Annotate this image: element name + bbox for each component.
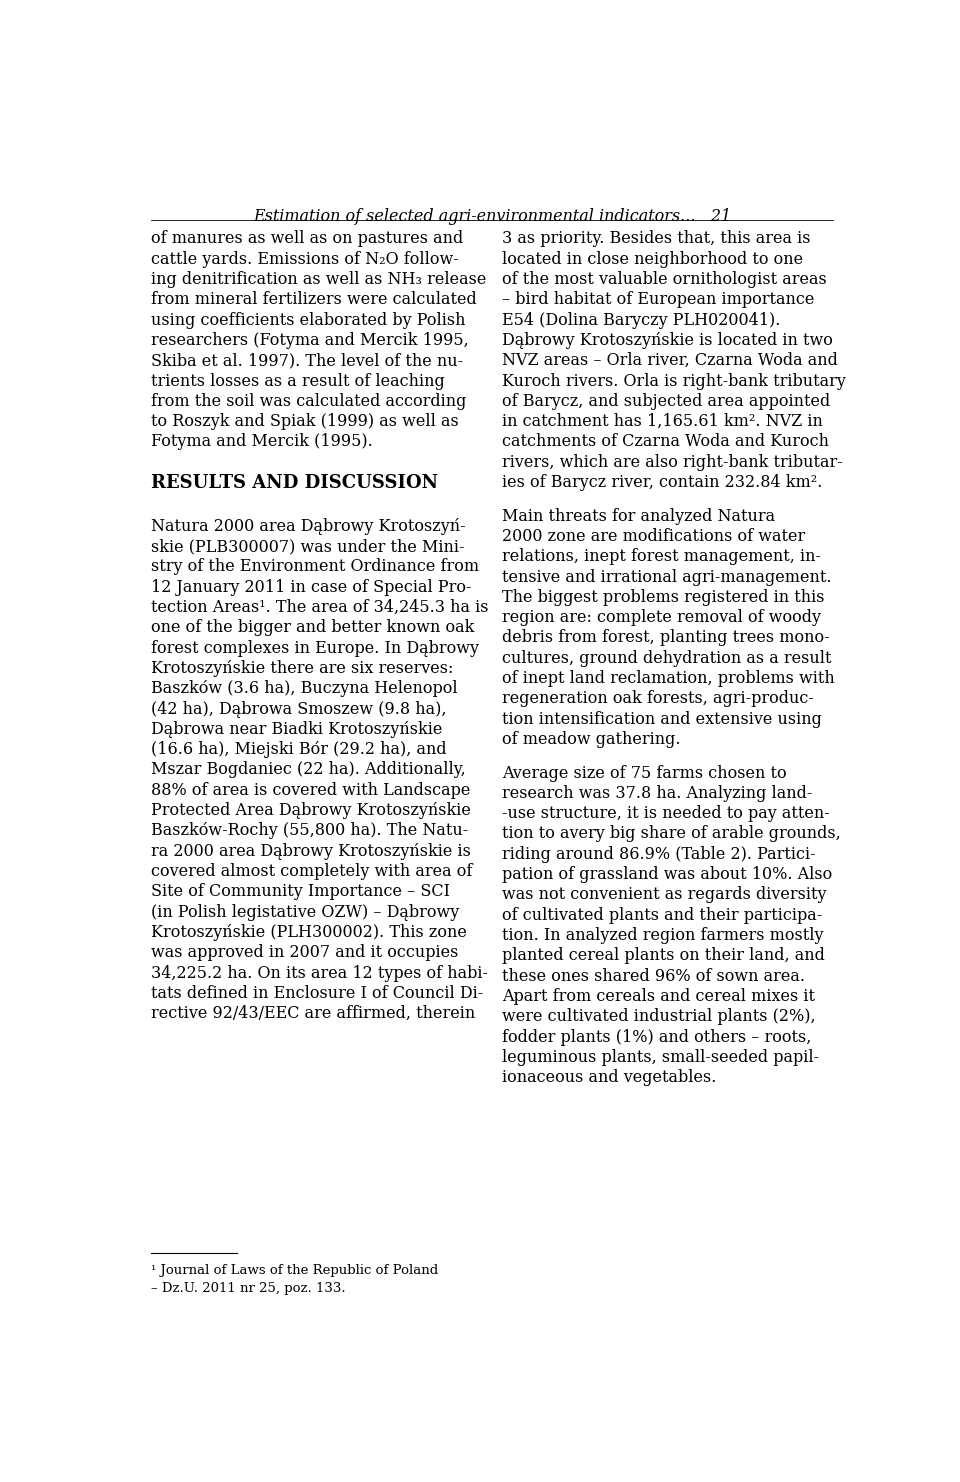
Text: fodder plants (1%) and others – roots,: fodder plants (1%) and others – roots, xyxy=(502,1029,812,1046)
Text: trients losses as a result of leaching: trients losses as a result of leaching xyxy=(152,372,445,390)
Text: Average size of 75 farms chosen to: Average size of 75 farms chosen to xyxy=(502,765,787,781)
Text: using coefficients elaborated by Polish: using coefficients elaborated by Polish xyxy=(152,311,466,329)
Text: 88% of area is covered with Landscape: 88% of area is covered with Landscape xyxy=(152,782,470,799)
Text: relations, inept forest management, in-: relations, inept forest management, in- xyxy=(502,548,822,565)
Text: -use structure, it is needed to pay atten-: -use structure, it is needed to pay atte… xyxy=(502,805,830,823)
Text: tats defined in Enclosure I of Council Di-: tats defined in Enclosure I of Council D… xyxy=(152,986,484,1002)
Text: of Barycz, and subjected area appointed: of Barycz, and subjected area appointed xyxy=(502,393,830,411)
Text: RESULTS AND DISCUSSION: RESULTS AND DISCUSSION xyxy=(152,474,439,492)
Text: Skiba et al. 1997). The level of the nu-: Skiba et al. 1997). The level of the nu- xyxy=(152,353,464,369)
Text: Baszków-Rochy (55,800 ha). The Natu-: Baszków-Rochy (55,800 ha). The Natu- xyxy=(152,823,468,839)
Text: Site of Community Importance – SCI: Site of Community Importance – SCI xyxy=(152,883,450,901)
Text: located in close neighborhood to one: located in close neighborhood to one xyxy=(502,250,804,268)
Text: Protected Area Dąbrowy Krotoszyńskie: Protected Area Dąbrowy Krotoszyńskie xyxy=(152,802,471,820)
Text: from mineral fertilizers were calculated: from mineral fertilizers were calculated xyxy=(152,292,477,308)
Text: Estimation of selected agri-environmental indicators...   21: Estimation of selected agri-environmenta… xyxy=(252,207,732,224)
Text: E54 (Dolina Baryczy PLH020041).: E54 (Dolina Baryczy PLH020041). xyxy=(502,311,780,329)
Text: from the soil was calculated according: from the soil was calculated according xyxy=(152,393,467,411)
Text: Apart from cereals and cereal mixes it: Apart from cereals and cereal mixes it xyxy=(502,988,815,1005)
Text: researchers (Fotyma and Mercik 1995,: researchers (Fotyma and Mercik 1995, xyxy=(152,332,469,348)
Text: – Dz.U. 2011 nr 25, poz. 133.: – Dz.U. 2011 nr 25, poz. 133. xyxy=(152,1282,346,1295)
Text: was approved in 2007 and it occupies: was approved in 2007 and it occupies xyxy=(152,944,459,962)
Text: to Roszyk and Spiak (1999) as well as: to Roszyk and Spiak (1999) as well as xyxy=(152,413,459,430)
Text: catchments of Czarna Woda and Kuroch: catchments of Czarna Woda and Kuroch xyxy=(502,433,829,451)
Text: riding around 86.9% (Table 2). Partici-: riding around 86.9% (Table 2). Partici- xyxy=(502,846,816,863)
Text: pation of grassland was about 10%. Also: pation of grassland was about 10%. Also xyxy=(502,865,832,883)
Text: 34,225.2 ha. On its area 12 types of habi-: 34,225.2 ha. On its area 12 types of hab… xyxy=(152,965,489,981)
Text: Dąbrowy Krotoszyńskie is located in two: Dąbrowy Krotoszyńskie is located in two xyxy=(502,332,833,348)
Text: Krotoszyńskie there are six reserves:: Krotoszyńskie there are six reserves: xyxy=(152,659,454,677)
Text: regeneration oak forests, agri-produc-: regeneration oak forests, agri-produc- xyxy=(502,691,814,707)
Text: of manures as well as on pastures and: of manures as well as on pastures and xyxy=(152,230,464,247)
Text: rivers, which are also right-bank tributar-: rivers, which are also right-bank tribut… xyxy=(502,453,843,471)
Text: ionaceous and vegetables.: ionaceous and vegetables. xyxy=(502,1069,717,1086)
Text: one of the bigger and better known oak: one of the bigger and better known oak xyxy=(152,619,474,636)
Text: tion intensification and extensive using: tion intensification and extensive using xyxy=(502,711,823,728)
Text: 3 as priority. Besides that, this area is: 3 as priority. Besides that, this area i… xyxy=(502,230,811,247)
Text: – bird habitat of European importance: – bird habitat of European importance xyxy=(502,292,815,308)
Text: Krotoszyńskie (PLH300002). This zone: Krotoszyńskie (PLH300002). This zone xyxy=(152,923,468,941)
Text: planted cereal plants on their land, and: planted cereal plants on their land, and xyxy=(502,947,826,965)
Text: cattle yards. Emissions of N₂O follow-: cattle yards. Emissions of N₂O follow- xyxy=(152,250,459,268)
Text: Natura 2000 area Dąbrowy Krotoszyń-: Natura 2000 area Dąbrowy Krotoszyń- xyxy=(152,517,466,535)
Text: Dąbrowa near Biadki Krotoszyńskie: Dąbrowa near Biadki Krotoszyńskie xyxy=(152,720,443,738)
Text: Fotyma and Mercik (1995).: Fotyma and Mercik (1995). xyxy=(152,433,373,451)
Text: these ones shared 96% of sown area.: these ones shared 96% of sown area. xyxy=(502,968,805,984)
Text: tection Areas¹. The area of 34,245.3 ha is: tection Areas¹. The area of 34,245.3 ha … xyxy=(152,599,489,617)
Text: 2000 zone are modifications of water: 2000 zone are modifications of water xyxy=(502,528,805,545)
Text: of meadow gathering.: of meadow gathering. xyxy=(502,731,681,748)
Text: was not convenient as regards diversity: was not convenient as regards diversity xyxy=(502,886,827,904)
Text: of the most valuable ornithologist areas: of the most valuable ornithologist areas xyxy=(502,271,828,288)
Text: The biggest problems registered in this: The biggest problems registered in this xyxy=(502,588,825,606)
Text: Baszków (3.6 ha), Buczyna Helenopol: Baszków (3.6 ha), Buczyna Helenopol xyxy=(152,680,458,697)
Text: Mszar Bogdaniec (22 ha). Additionally,: Mszar Bogdaniec (22 ha). Additionally, xyxy=(152,762,466,778)
Text: leguminous plants, small-seeded papil-: leguminous plants, small-seeded papil- xyxy=(502,1049,820,1066)
Text: ra 2000 area Dąbrowy Krotoszyńskie is: ra 2000 area Dąbrowy Krotoszyńskie is xyxy=(152,843,471,860)
Text: skie (PLB300007) was under the Mini-: skie (PLB300007) was under the Mini- xyxy=(152,538,465,556)
Text: tensive and irrational agri-management.: tensive and irrational agri-management. xyxy=(502,569,832,585)
Text: tion to avery big share of arable grounds,: tion to avery big share of arable ground… xyxy=(502,825,841,842)
Text: tion. In analyzed region farmers mostly: tion. In analyzed region farmers mostly xyxy=(502,928,824,944)
Text: (42 ha), Dąbrowa Smoszew (9.8 ha),: (42 ha), Dąbrowa Smoszew (9.8 ha), xyxy=(152,701,446,717)
Text: debris from forest, planting trees mono-: debris from forest, planting trees mono- xyxy=(502,630,830,646)
Text: were cultivated industrial plants (2%),: were cultivated industrial plants (2%), xyxy=(502,1008,816,1026)
Text: (16.6 ha), Miejski Bór (29.2 ha), and: (16.6 ha), Miejski Bór (29.2 ha), and xyxy=(152,741,446,759)
Text: 12 January 2011 in case of Special Pro-: 12 January 2011 in case of Special Pro- xyxy=(152,578,471,596)
Text: in catchment has 1,165.61 km². NVZ in: in catchment has 1,165.61 km². NVZ in xyxy=(502,413,824,430)
Text: of cultivated plants and their participa-: of cultivated plants and their participa… xyxy=(502,907,823,923)
Text: Kuroch rivers. Orla is right-bank tributary: Kuroch rivers. Orla is right-bank tribut… xyxy=(502,372,847,390)
Text: ¹ Journal of Laws of the Republic of Poland: ¹ Journal of Laws of the Republic of Pol… xyxy=(152,1264,439,1277)
Text: of inept land reclamation, problems with: of inept land reclamation, problems with xyxy=(502,670,835,688)
Text: region are: complete removal of woody: region are: complete removal of woody xyxy=(502,609,822,627)
Text: Main threats for analyzed Natura: Main threats for analyzed Natura xyxy=(502,508,776,525)
Text: rective 92/43/EEC are affirmed, therein: rective 92/43/EEC are affirmed, therein xyxy=(152,1005,475,1023)
Text: ing denitrification as well as NH₃ release: ing denitrification as well as NH₃ relea… xyxy=(152,271,487,288)
Text: stry of the Environment Ordinance from: stry of the Environment Ordinance from xyxy=(152,559,479,575)
Text: cultures, ground dehydration as a result: cultures, ground dehydration as a result xyxy=(502,649,832,667)
Text: ies of Barycz river, contain 232.84 km².: ies of Barycz river, contain 232.84 km². xyxy=(502,474,823,491)
Text: (in Polish legistative OZW) – Dąbrowy: (in Polish legistative OZW) – Dąbrowy xyxy=(152,904,460,920)
Text: forest complexes in Europe. In Dąbrowy: forest complexes in Europe. In Dąbrowy xyxy=(152,640,479,657)
Text: covered almost completely with area of: covered almost completely with area of xyxy=(152,863,472,880)
Text: research was 37.8 ha. Analyzing land-: research was 37.8 ha. Analyzing land- xyxy=(502,785,813,802)
Text: NVZ areas – Orla river, Czarna Woda and: NVZ areas – Orla river, Czarna Woda and xyxy=(502,353,838,369)
